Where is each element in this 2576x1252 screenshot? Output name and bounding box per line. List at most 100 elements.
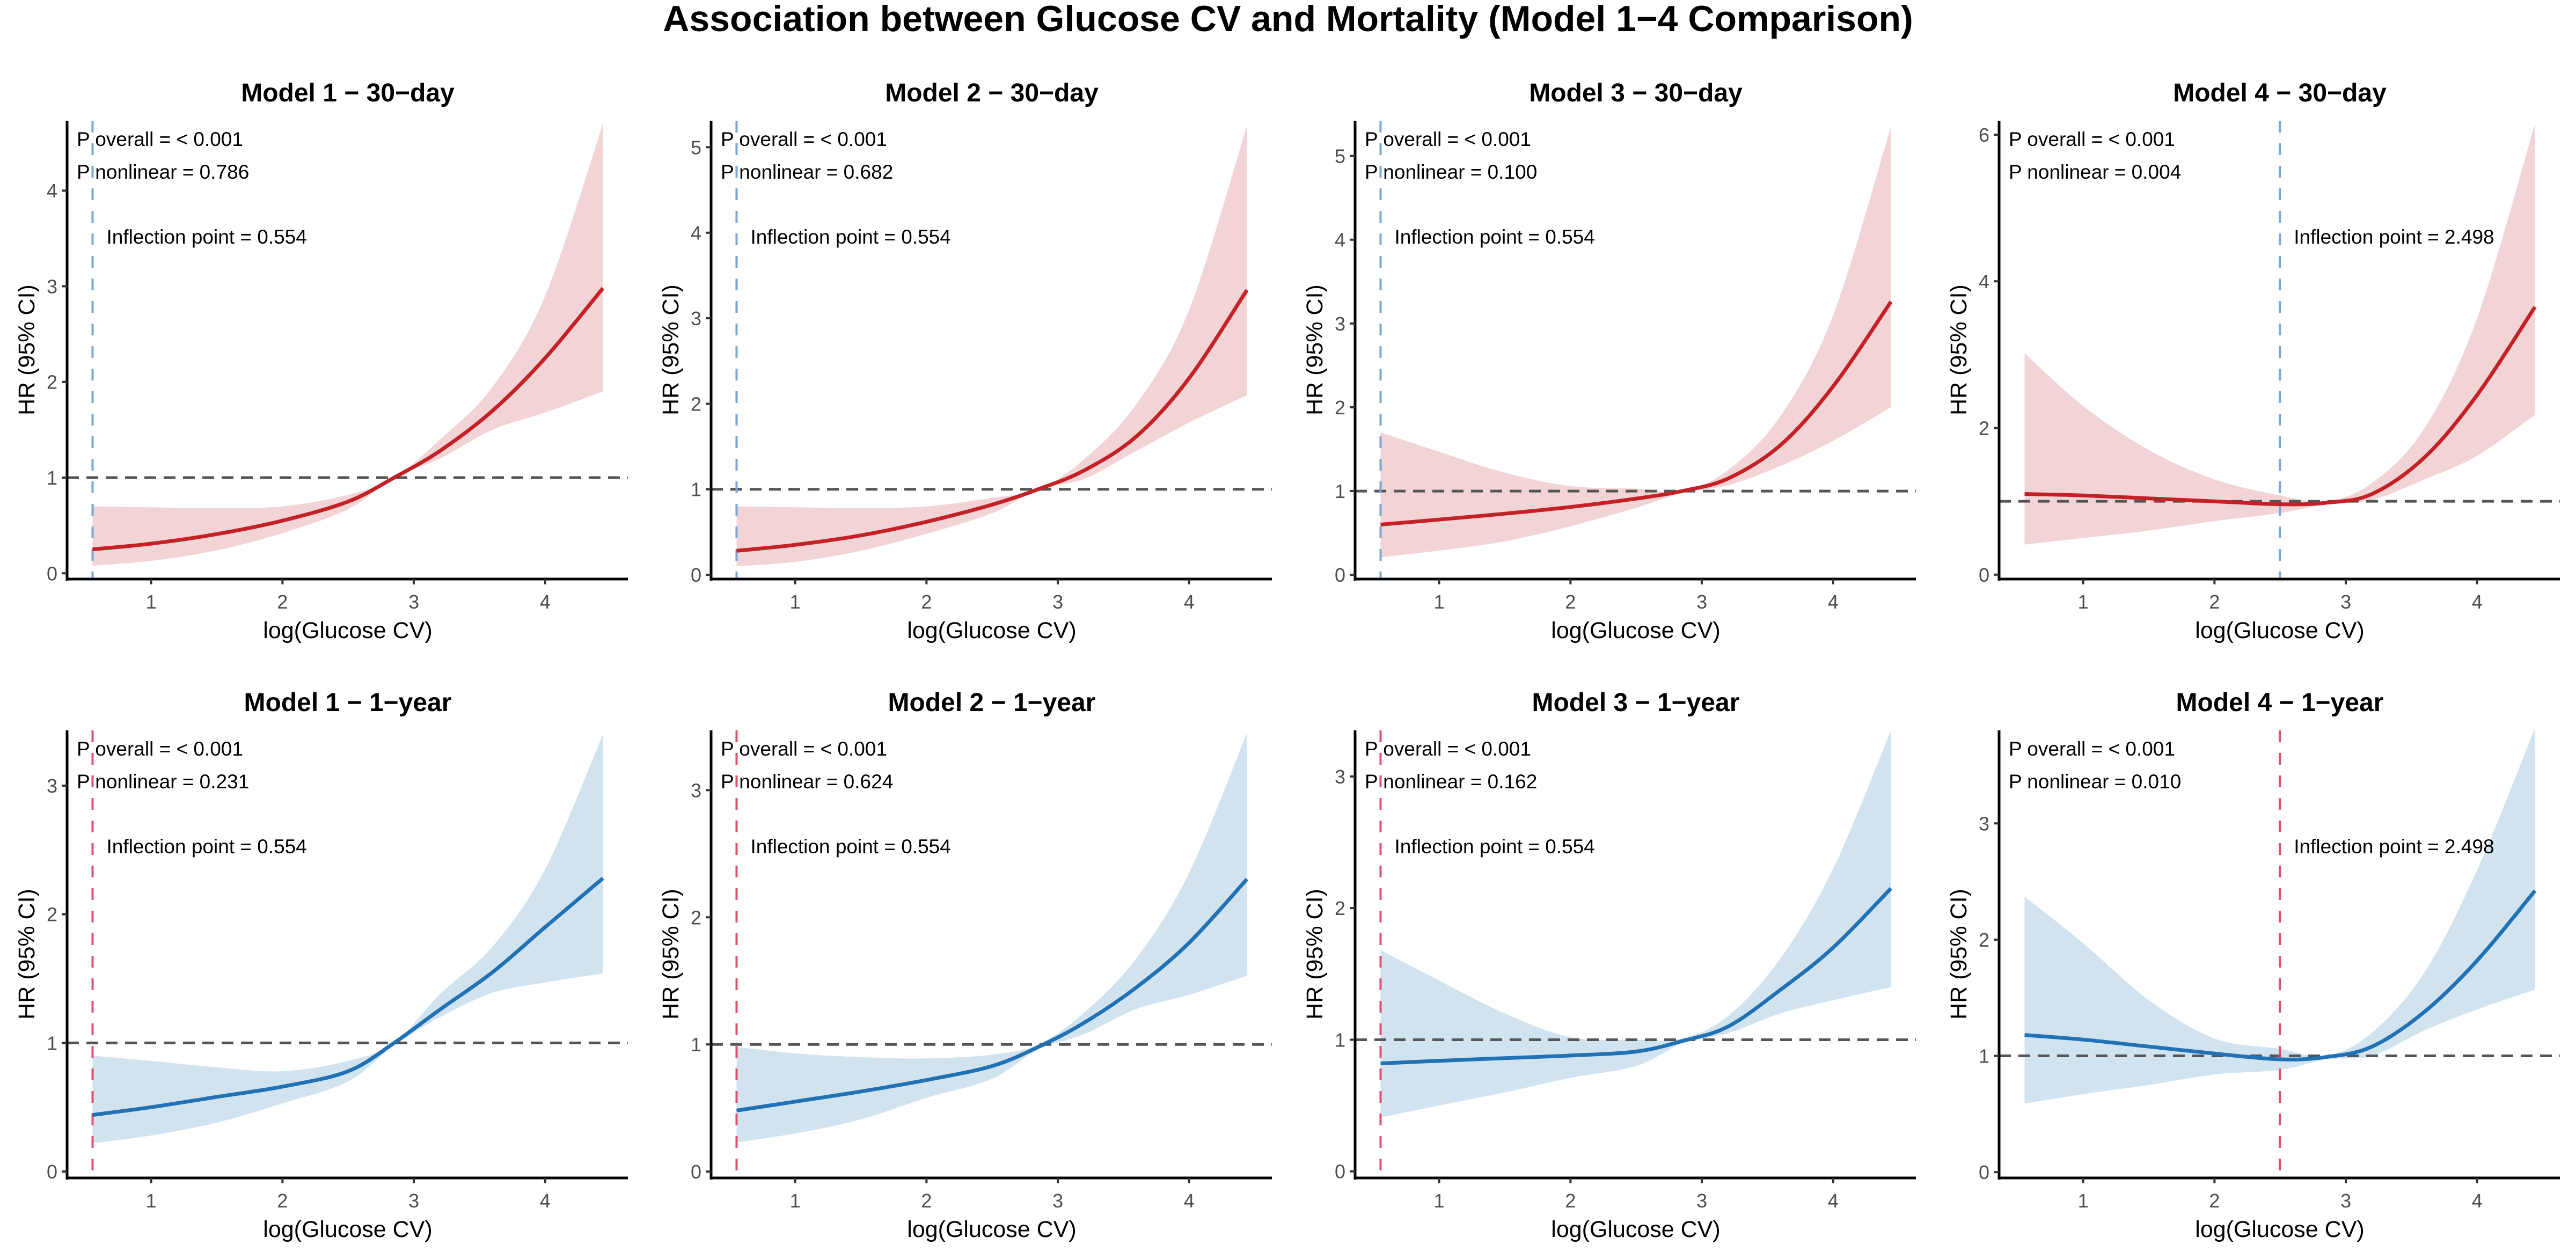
x-tick-label: 4 — [2472, 591, 2483, 613]
x-tick-label: 1 — [146, 1190, 157, 1212]
x-tick-label: 1 — [1434, 1190, 1445, 1212]
x-tick-label: 2 — [2209, 1190, 2220, 1212]
p-nonlinear-annotation: P nonlinear = 0.100 — [1365, 161, 1537, 183]
y-tick-label: 4 — [1979, 270, 1989, 292]
inflection-annotation: Inflection point = 0.554 — [750, 836, 950, 858]
inflection-annotation: Inflection point = 2.498 — [2294, 836, 2494, 858]
p-nonlinear-annotation: P nonlinear = 0.786 — [77, 161, 249, 183]
hr-curve — [92, 876, 604, 1117]
x-axis-label: log(Glucose CV) — [2195, 1217, 2364, 1242]
x-tick-label: 4 — [540, 1190, 551, 1212]
y-tick-label: 3 — [1335, 313, 1345, 335]
y-tick-label: 6 — [1979, 124, 1989, 146]
p-nonlinear-annotation: P nonlinear = 0.624 — [721, 771, 893, 793]
inflection-annotation: Inflection point = 0.554 — [750, 226, 950, 248]
p-nonlinear-annotation: P nonlinear = 0.010 — [2009, 771, 2181, 793]
panel-title: Model 4 − 30−day — [2173, 79, 2387, 107]
p-overall-annotation: P overall = < 0.001 — [1365, 738, 1531, 760]
y-tick-label: 3 — [1979, 812, 1989, 834]
x-tick-label: 2 — [277, 1190, 288, 1212]
x-tick-label: 2 — [921, 1190, 932, 1212]
x-tick-label: 3 — [408, 1190, 419, 1212]
panel-7: Model 3 − 1−year 0 1 2 3 1 2 3 4 log(Glucose CV) H… — [1302, 689, 1916, 1242]
y-axis-label: HR (95% CI) — [1302, 284, 1328, 415]
ci-ribbon — [2024, 123, 2535, 545]
p-overall-annotation: P overall = < 0.001 — [721, 128, 887, 150]
x-tick-label: 1 — [790, 591, 801, 613]
x-tick-label: 4 — [1828, 1190, 1839, 1212]
y-axis-label: HR (95% CI) — [658, 889, 684, 1020]
x-tick-label: 1 — [1434, 591, 1445, 613]
y-axis-label: HR (95% CI) — [658, 284, 684, 415]
y-axis-label: HR (95% CI) — [1946, 284, 1972, 415]
p-nonlinear-annotation: P nonlinear = 0.162 — [1365, 771, 1537, 793]
panels-grid: Model 1 − 30−day 0 1 2 3 4 1 2 3 4 log(Glucose CV)… — [14, 79, 2560, 1242]
x-tick-label: 2 — [921, 591, 932, 613]
y-tick-label: 0 — [691, 564, 701, 586]
p-overall-annotation: P overall = < 0.001 — [2009, 128, 2175, 150]
y-tick-label: 0 — [47, 1161, 57, 1183]
inflection-annotation: Inflection point = 0.554 — [1394, 226, 1594, 248]
x-tick-label: 3 — [1696, 1190, 1707, 1212]
x-axis-label: log(Glucose CV) — [907, 1217, 1076, 1242]
y-tick-label: 2 — [1335, 897, 1345, 919]
p-overall-annotation: P overall = < 0.001 — [77, 128, 243, 150]
x-tick-label: 2 — [1565, 1190, 1576, 1212]
y-tick-label: 0 — [1335, 564, 1345, 586]
y-tick-label: 3 — [691, 779, 701, 801]
hr-curve — [736, 877, 1249, 1112]
panel-title: Model 2 − 30−day — [885, 79, 1099, 107]
y-tick-label: 2 — [691, 393, 701, 415]
y-tick-label: 3 — [691, 307, 701, 330]
x-tick-label: 4 — [1184, 591, 1195, 613]
y-axis-label: HR (95% CI) — [14, 889, 40, 1020]
hr-curve — [736, 289, 1249, 553]
hr-curve — [2024, 889, 2537, 1061]
y-tick-label: 1 — [1335, 1029, 1345, 1051]
inflection-annotation: Inflection point = 0.554 — [106, 226, 306, 248]
hr-curve — [1380, 887, 1893, 1066]
figure-title: Association between Glucose CV and Morta… — [663, 0, 1913, 39]
ci-ribbon — [92, 734, 603, 1144]
x-axis-label: log(Glucose CV) — [263, 1217, 432, 1242]
inflection-annotation: Inflection point = 2.498 — [2294, 226, 2494, 248]
y-tick-label: 5 — [691, 136, 701, 158]
p-nonlinear-annotation: P nonlinear = 0.004 — [2009, 161, 2181, 183]
p-nonlinear-annotation: P nonlinear = 0.231 — [77, 771, 249, 793]
ci-ribbon — [2024, 728, 2535, 1104]
y-tick-label: 1 — [47, 1032, 57, 1054]
x-tick-label: 1 — [2078, 591, 2089, 613]
x-tick-label: 3 — [1052, 1190, 1063, 1212]
p-nonlinear-annotation: P nonlinear = 0.682 — [721, 161, 893, 183]
y-tick-label: 1 — [1335, 480, 1345, 502]
y-axis-label: HR (95% CI) — [1946, 889, 1972, 1020]
x-tick-label: 3 — [1696, 591, 1707, 613]
panel-1: Model 1 − 30−day 0 1 2 3 4 1 2 3 4 log(Glucose CV)… — [14, 79, 628, 643]
inflection-annotation: Inflection point = 0.554 — [1394, 836, 1594, 858]
panel-6: Model 2 − 1−year 0 1 2 3 1 2 3 4 log(Glucose CV) H… — [658, 689, 1272, 1242]
y-tick-label: 0 — [1335, 1161, 1345, 1183]
x-tick-label: 3 — [1052, 591, 1063, 613]
panel-title: Model 1 − 1−year — [244, 689, 452, 717]
y-tick-label: 3 — [47, 775, 57, 797]
y-tick-label: 3 — [47, 275, 57, 297]
y-axis-label: HR (95% CI) — [14, 284, 40, 415]
x-tick-label: 2 — [1565, 591, 1576, 613]
y-tick-label: 0 — [1979, 564, 1989, 586]
ci-ribbon — [1380, 730, 1891, 1118]
y-tick-label: 4 — [691, 222, 701, 244]
hr-curve — [2024, 306, 2537, 507]
y-tick-label: 2 — [47, 904, 57, 926]
panel-4: Model 4 − 30−day 0 2 4 6 1 2 3 4 log(Glucose CV) H… — [1946, 79, 2560, 643]
panel-title: Model 3 − 1−year — [1532, 689, 1740, 717]
panel-title: Model 1 − 30−day — [241, 79, 455, 107]
hr-curve — [92, 287, 605, 552]
y-tick-label: 1 — [47, 467, 57, 489]
ci-ribbon — [736, 126, 1247, 567]
x-tick-label: 3 — [2340, 1190, 2351, 1212]
x-tick-label: 3 — [2340, 591, 2351, 613]
x-tick-label: 4 — [540, 591, 551, 613]
y-axis-label: HR (95% CI) — [1302, 889, 1328, 1020]
x-axis-label: log(Glucose CV) — [907, 618, 1076, 643]
panel-2: Model 2 − 30−day 0 1 2 3 4 5 1 2 3 4 log(Glucose CV… — [658, 79, 1272, 643]
